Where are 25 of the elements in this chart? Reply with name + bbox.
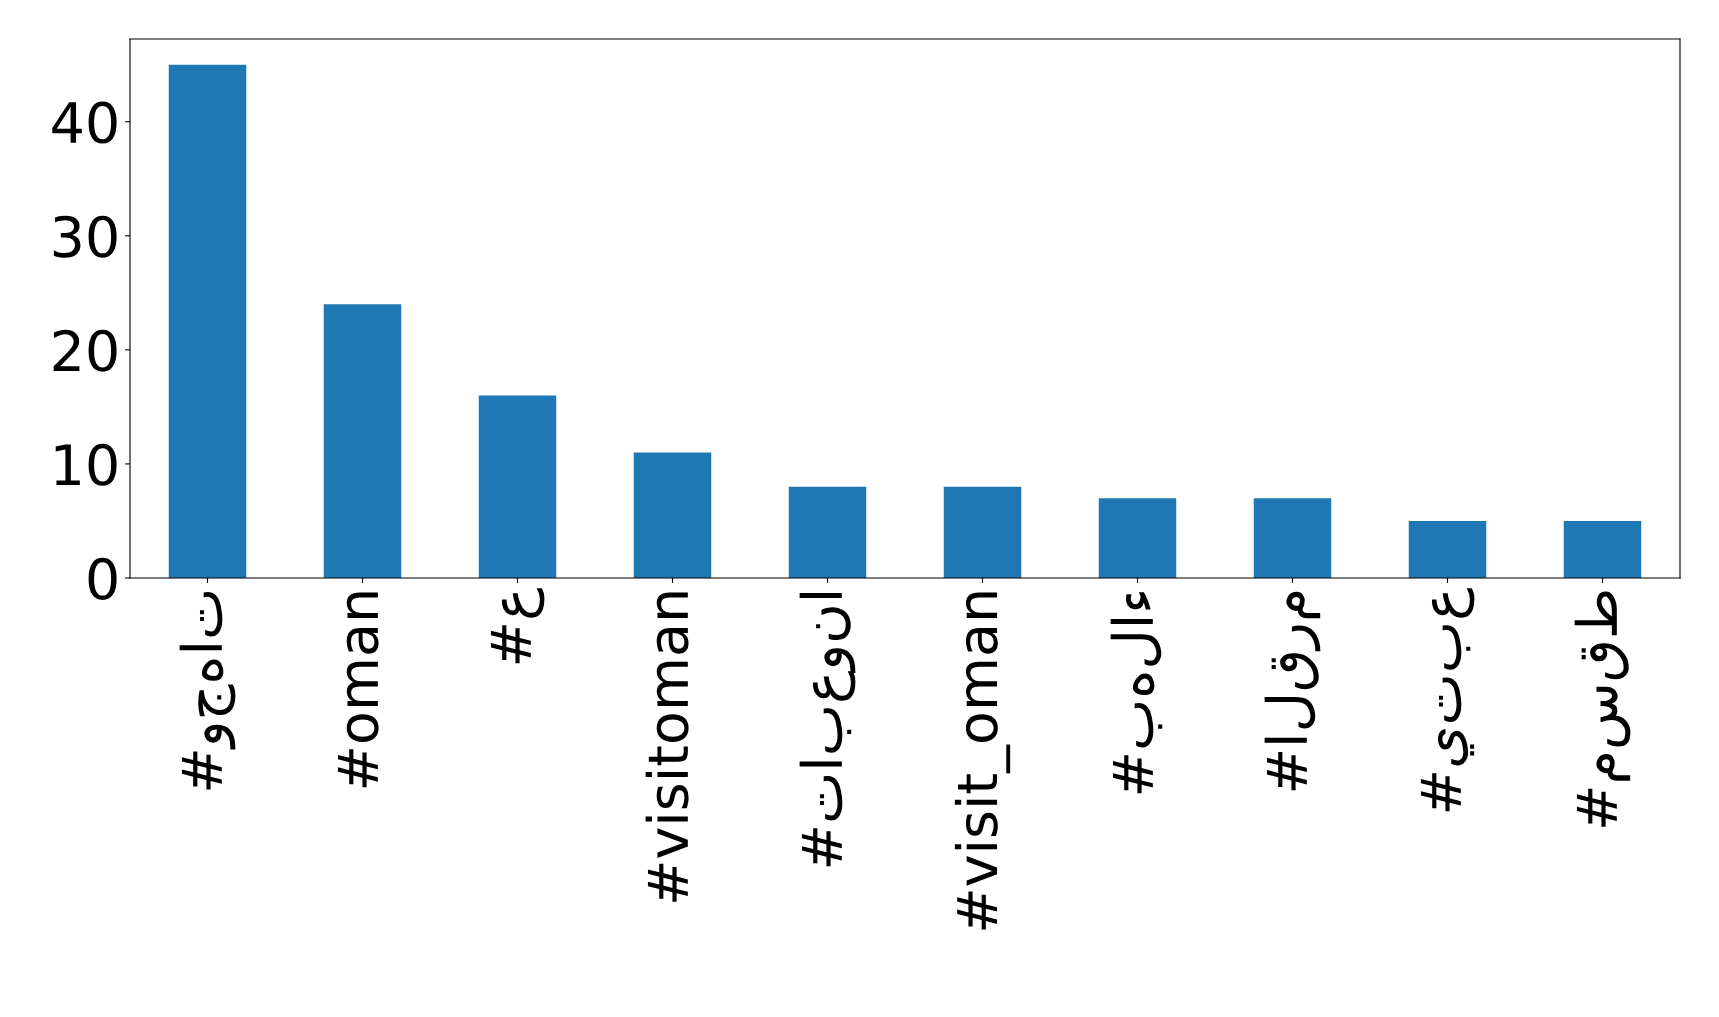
bar [323, 304, 402, 578]
bar [1253, 498, 1332, 578]
bar [943, 486, 1022, 578]
y-tick-label: 10 [55, 443, 117, 486]
x-tick-label: #وجهات [179, 591, 236, 790]
bar [478, 395, 557, 578]
bar [788, 486, 867, 578]
bar [168, 64, 247, 578]
y-tick-label: 20 [53, 329, 117, 372]
bar [1098, 498, 1177, 578]
x-tick-label: #visit_oman [954, 592, 1011, 930]
x-tick-label: #مسقط [1574, 591, 1631, 827]
bar [1563, 520, 1642, 578]
x-tick-label: #بهلاء [1110, 592, 1163, 794]
bar [1408, 520, 1487, 578]
y-tick-label: 0 [88, 557, 117, 600]
x-tick-label: #visitoman [645, 592, 689, 902]
x-tick-label: #القرم [1264, 591, 1321, 791]
x-tick-label: #تابعونا [799, 592, 856, 867]
y-tick-label: 40 [52, 101, 117, 144]
x-tick-label: #يتبع [1420, 588, 1475, 812]
bar [633, 452, 712, 578]
x-tick-label: #ع [490, 588, 545, 664]
y-tick-label: 30 [53, 215, 117, 258]
x-tick-label: #oman [337, 592, 379, 788]
